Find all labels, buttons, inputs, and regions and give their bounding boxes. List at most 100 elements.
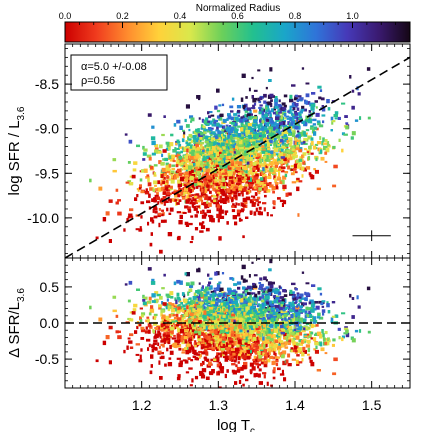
top-data-point bbox=[294, 126, 299, 130]
top-data-point bbox=[257, 168, 260, 172]
bottom-data-point bbox=[140, 348, 143, 352]
top-data-point bbox=[170, 174, 174, 179]
top-data-point bbox=[292, 168, 297, 171]
top-data-point bbox=[315, 157, 318, 162]
bottom-data-point bbox=[291, 329, 294, 334]
top-data-point bbox=[151, 140, 156, 146]
top-data-point bbox=[184, 155, 189, 160]
top-data-point bbox=[268, 182, 272, 186]
top-data-point bbox=[194, 200, 198, 204]
colorbar-tick-label: 0.6 bbox=[231, 11, 244, 21]
top-data-point bbox=[213, 173, 218, 177]
bottom-data-point bbox=[242, 291, 245, 294]
top-data-point bbox=[190, 139, 193, 144]
alpha-annotation: α=5.0 +/-0.08 bbox=[81, 61, 147, 73]
top-data-point bbox=[333, 164, 338, 169]
top-data-point bbox=[127, 180, 132, 183]
top-data-point bbox=[226, 188, 231, 193]
bottom-data-point bbox=[246, 341, 251, 344]
bottom-data-point bbox=[147, 267, 152, 271]
top-data-point bbox=[219, 165, 225, 169]
top-data-point bbox=[163, 188, 167, 192]
top-data-point bbox=[208, 150, 214, 155]
top-data-point bbox=[272, 158, 276, 162]
top-data-point bbox=[176, 154, 179, 159]
bottom-data-point bbox=[199, 305, 204, 310]
top-data-point bbox=[186, 143, 191, 146]
top-data-point bbox=[191, 152, 195, 156]
top-data-point bbox=[173, 189, 177, 193]
bottom-data-point bbox=[206, 328, 210, 332]
top-data-point bbox=[201, 199, 204, 204]
top-data-point bbox=[254, 124, 257, 130]
top-data-point bbox=[197, 141, 202, 145]
top-data-point bbox=[170, 187, 173, 190]
top-data-point bbox=[216, 193, 219, 197]
bottom-data-point bbox=[251, 331, 255, 335]
top-data-point bbox=[262, 149, 266, 152]
top-data-point bbox=[197, 182, 202, 186]
bottom-data-point bbox=[245, 378, 249, 382]
bottom-data-point bbox=[115, 314, 119, 318]
top-data-point bbox=[221, 173, 225, 177]
top-data-point bbox=[283, 200, 287, 205]
top-data-point bbox=[181, 196, 186, 200]
top-data-point bbox=[303, 137, 308, 142]
top-data-point bbox=[280, 179, 285, 185]
top-data-point bbox=[245, 145, 250, 148]
top-data-point bbox=[291, 132, 296, 138]
bottom-data-point bbox=[220, 349, 224, 353]
bottom-data-point bbox=[292, 307, 297, 311]
top-data-point bbox=[197, 136, 200, 141]
top-data-point bbox=[234, 129, 239, 134]
top-data-point bbox=[301, 120, 305, 124]
top-data-point bbox=[208, 157, 212, 162]
top-data-point bbox=[242, 197, 247, 202]
top-data-point bbox=[185, 178, 188, 183]
top-data-point bbox=[315, 106, 318, 109]
top-data-point bbox=[220, 140, 223, 144]
top-data-point bbox=[129, 208, 134, 212]
top-data-point bbox=[237, 177, 242, 182]
bottom-data-point bbox=[322, 312, 325, 316]
top-data-point bbox=[230, 186, 234, 191]
top-data-point bbox=[248, 164, 251, 168]
top-data-point bbox=[284, 117, 287, 120]
bottom-data-point bbox=[259, 323, 262, 328]
top-data-point bbox=[270, 120, 275, 123]
bottom-data-point bbox=[166, 298, 169, 302]
bottom-data-point bbox=[232, 298, 236, 303]
top-data-point bbox=[172, 199, 176, 202]
bottom-data-point bbox=[256, 341, 260, 345]
bottom-data-point bbox=[344, 326, 348, 330]
top-data-point bbox=[219, 154, 224, 158]
top-data-point bbox=[334, 117, 338, 120]
bottom-data-point bbox=[272, 327, 277, 330]
top-data-point bbox=[244, 168, 249, 172]
top-data-point bbox=[326, 99, 330, 104]
top-data-point bbox=[162, 149, 167, 153]
top-y-tick-label: -9.5 bbox=[35, 165, 59, 181]
top-data-point bbox=[291, 113, 296, 117]
bottom-data-point bbox=[152, 342, 157, 346]
bottom-data-point bbox=[140, 337, 145, 340]
bottom-data-point bbox=[197, 310, 201, 315]
bottom-data-point bbox=[108, 360, 112, 365]
top-data-point bbox=[189, 163, 193, 167]
bottom-data-point bbox=[127, 299, 131, 303]
top-data-point bbox=[200, 161, 204, 166]
bottom-data-point bbox=[205, 308, 208, 313]
top-data-point bbox=[193, 141, 198, 145]
top-data-point bbox=[252, 167, 256, 171]
bottom-data-point bbox=[160, 343, 164, 347]
top-data-point bbox=[166, 187, 169, 192]
top-data-point bbox=[301, 105, 305, 110]
top-data-point bbox=[115, 201, 119, 205]
bottom-data-point bbox=[205, 376, 210, 380]
top-data-point bbox=[251, 158, 255, 161]
bottom-data-point bbox=[273, 360, 276, 365]
top-data-point bbox=[258, 127, 261, 131]
top-data-point bbox=[197, 166, 202, 171]
top-data-point bbox=[98, 186, 103, 191]
bottom-data-point bbox=[207, 318, 210, 323]
